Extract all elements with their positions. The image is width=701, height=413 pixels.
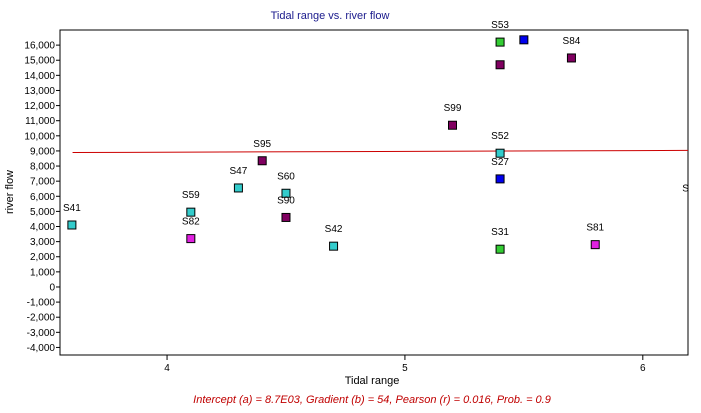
x-tick-label: 5	[402, 363, 408, 374]
data-point	[495, 60, 505, 70]
data-point	[186, 207, 196, 217]
chart-title: Tidal range vs. river flow	[271, 10, 390, 22]
data-point	[495, 244, 505, 254]
point-label: S60	[277, 171, 295, 182]
point-label: S47	[230, 166, 248, 177]
y-tick-label: 16,000	[24, 41, 55, 52]
y-tick-label: 3,000	[30, 237, 55, 248]
y-tick-label: 5,000	[30, 207, 55, 218]
y-tick-label: 7,000	[30, 177, 55, 188]
point-label: S41	[63, 203, 81, 214]
point-label: S27	[491, 157, 509, 168]
point-label: S95	[253, 139, 271, 150]
y-tick-label: 0	[49, 282, 55, 293]
point-label: S82	[182, 217, 200, 228]
data-point	[186, 234, 196, 244]
y-tick-label: 2,000	[30, 252, 55, 263]
data-points: S41 S59 S82 S47 S95 S60 S90 S42 S99 S52 S27 S31 S53 S…	[63, 20, 689, 254]
y-tick-label: 8,000	[30, 162, 55, 173]
y-tick-label: -2,000	[27, 313, 56, 324]
y-tick-label: 14,000	[24, 71, 55, 82]
y-tick-label: 12,000	[24, 101, 55, 112]
point-label: S59	[182, 190, 200, 201]
data-point	[281, 188, 291, 198]
x-axis: 4 5 6	[164, 355, 646, 374]
regression-line-group	[72, 149, 689, 154]
point-label: S53	[491, 20, 509, 31]
point-label: S31	[491, 227, 509, 238]
data-point	[233, 183, 243, 193]
point-label: S42	[325, 224, 343, 235]
x-axis-title: Tidal range	[345, 375, 400, 387]
data-point	[448, 120, 457, 130]
y-tick-label: 13,000	[24, 86, 55, 97]
data-point	[519, 35, 529, 45]
data-point	[281, 212, 291, 222]
y-tick-label: -1,000	[27, 298, 56, 309]
data-point	[566, 53, 576, 63]
y-tick-label: 10,000	[24, 131, 55, 142]
y-tick-label: 15,000	[24, 56, 55, 67]
data-point	[329, 241, 339, 251]
data-point	[257, 156, 267, 166]
regression-line	[72, 149, 689, 154]
y-axis-title: river flow	[4, 170, 16, 214]
point-label: S	[682, 183, 689, 194]
regression-caption: Intercept (a) = 8.7E03, Gradient (b) = 5…	[193, 394, 551, 406]
data-point	[590, 240, 600, 250]
y-tick-label: -4,000	[27, 343, 56, 354]
point-label: S52	[491, 131, 509, 142]
point-label: S99	[444, 103, 462, 114]
point-label: S90	[277, 195, 295, 206]
data-point	[495, 37, 505, 47]
y-tick-label: 9,000	[30, 146, 55, 157]
y-tick-label: 11,000	[25, 116, 55, 127]
x-tick-label: 4	[164, 363, 170, 374]
y-tick-label: 6,000	[30, 192, 55, 203]
y-tick-label: -3,000	[27, 328, 56, 339]
data-point	[495, 148, 505, 158]
y-tick-label: 1,000	[30, 267, 55, 278]
data-point	[495, 174, 505, 184]
plot-area	[59, 29, 689, 356]
x-tick-label: 6	[640, 363, 646, 374]
y-tick-label: 4,000	[30, 222, 55, 233]
point-label: S81	[586, 223, 604, 234]
data-point	[67, 220, 77, 230]
y-axis: -4,000 -3,000 -2,000 -1,000 0 1,000 2,000 3,000…	[24, 41, 60, 354]
point-label: S84	[563, 36, 581, 47]
